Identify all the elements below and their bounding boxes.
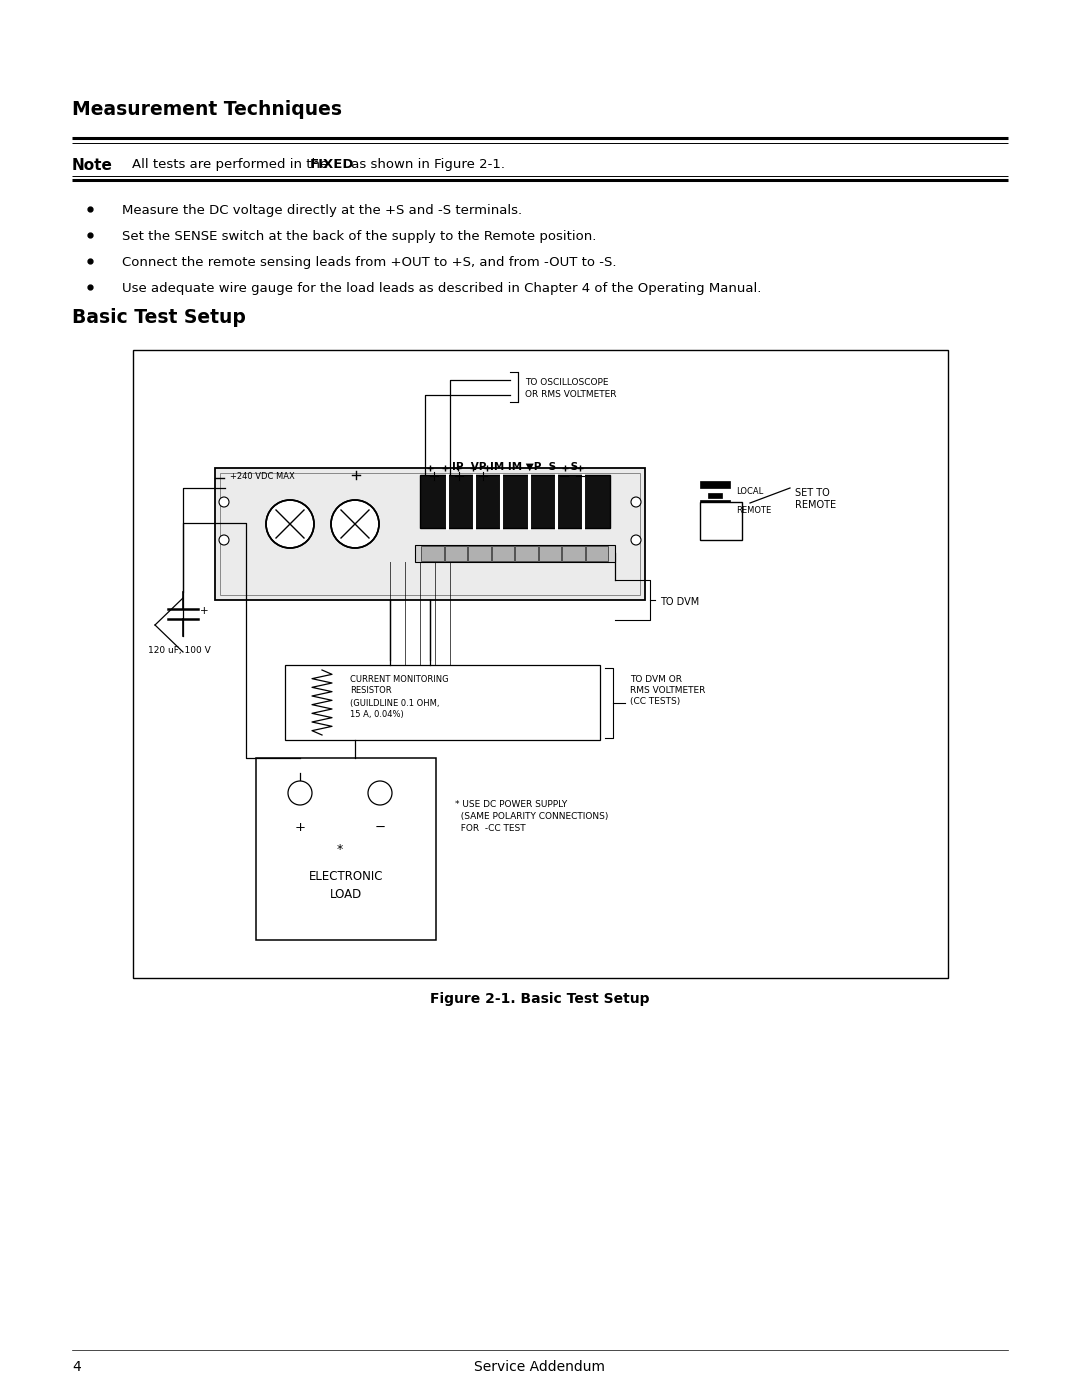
Text: IP  VP IM IM ▼P  S    S: IP VP IM IM ▼P S S	[451, 462, 578, 472]
Text: * USE DC POWER SUPPLY: * USE DC POWER SUPPLY	[455, 800, 567, 809]
Text: Measurement Techniques: Measurement Techniques	[72, 101, 342, 119]
Text: Use adequate wire gauge for the load leads as described in Chapter 4 of the Oper: Use adequate wire gauge for the load lea…	[122, 282, 761, 295]
Bar	[700, 502, 742, 541]
Text: *: *	[337, 842, 343, 856]
Bar	[708, 493, 723, 497]
Bar	[539, 546, 561, 562]
Text: RMS VOLTMETER: RMS VOLTMETER	[630, 686, 705, 694]
Text: +: +	[200, 606, 208, 616]
Text: 4: 4	[72, 1361, 81, 1375]
Text: Set the SENSE switch at the back of the supply to the Remote position.: Set the SENSE switch at the back of the …	[122, 231, 596, 243]
Circle shape	[219, 497, 229, 507]
Text: TO OSCILLOSCOPE: TO OSCILLOSCOPE	[525, 379, 608, 387]
Bar	[256, 759, 436, 940]
Bar	[585, 546, 608, 562]
Text: as shown in Figure 2-1.: as shown in Figure 2-1.	[347, 158, 505, 170]
Text: 120 uF, 100 V: 120 uF, 100 V	[148, 645, 211, 655]
Text: REMOTE: REMOTE	[795, 500, 836, 510]
Text: LOCAL: LOCAL	[735, 488, 764, 496]
Text: CURRENT MONITORING: CURRENT MONITORING	[350, 675, 448, 685]
Text: Service Addendum: Service Addendum	[474, 1361, 606, 1375]
Bar	[700, 500, 730, 507]
Text: All tests are performed in the: All tests are performed in the	[132, 158, 333, 170]
Bar	[562, 546, 584, 562]
Text: Note: Note	[72, 158, 113, 173]
Text: 15 A, 0.04%): 15 A, 0.04%)	[350, 710, 404, 719]
Text: FIXED: FIXED	[310, 158, 354, 170]
Bar	[515, 546, 538, 562]
Text: ELECTRONIC: ELECTRONIC	[309, 870, 383, 883]
Circle shape	[368, 781, 392, 805]
Text: Basic Test Setup: Basic Test Setup	[72, 307, 246, 327]
Bar	[700, 481, 730, 488]
Circle shape	[219, 535, 229, 545]
Text: TO DVM: TO DVM	[660, 597, 699, 608]
Text: Figure 2-1. Basic Test Setup: Figure 2-1. Basic Test Setup	[430, 992, 650, 1006]
Bar	[133, 351, 948, 978]
Circle shape	[266, 500, 314, 548]
Text: SET TO: SET TO	[795, 488, 829, 497]
Bar	[220, 474, 640, 595]
Text: RESISTOR: RESISTOR	[350, 686, 392, 694]
Text: +240 VDC MAX: +240 VDC MAX	[230, 472, 295, 481]
Text: −: −	[375, 821, 386, 834]
Bar	[421, 546, 444, 562]
Text: Measure the DC voltage directly at the +S and -S terminals.: Measure the DC voltage directly at the +…	[122, 204, 522, 217]
Text: OR RMS VOLTMETER: OR RMS VOLTMETER	[525, 390, 617, 400]
Text: (GUILDLINE 0.1 OHM,: (GUILDLINE 0.1 OHM,	[350, 698, 440, 708]
Bar	[468, 546, 490, 562]
Circle shape	[631, 497, 642, 507]
Circle shape	[330, 500, 379, 548]
Text: +: +	[295, 821, 306, 834]
Circle shape	[288, 781, 312, 805]
Bar	[708, 511, 723, 521]
Text: (SAME POLARITY CONNECTIONS): (SAME POLARITY CONNECTIONS)	[455, 812, 608, 821]
Bar	[285, 665, 600, 740]
Text: REMOTE: REMOTE	[735, 506, 771, 515]
Bar	[491, 546, 514, 562]
Bar	[215, 468, 645, 599]
Bar	[445, 546, 467, 562]
Text: TO DVM OR: TO DVM OR	[630, 675, 681, 685]
Bar	[420, 475, 610, 528]
Text: (CC TESTS): (CC TESTS)	[630, 697, 680, 705]
Text: LOAD: LOAD	[329, 888, 362, 901]
Bar	[415, 545, 615, 562]
Circle shape	[631, 535, 642, 545]
Text: FOR  -CC TEST: FOR -CC TEST	[455, 824, 526, 833]
Text: Connect the remote sensing leads from +OUT to +S, and from -OUT to -S.: Connect the remote sensing leads from +O…	[122, 256, 617, 270]
